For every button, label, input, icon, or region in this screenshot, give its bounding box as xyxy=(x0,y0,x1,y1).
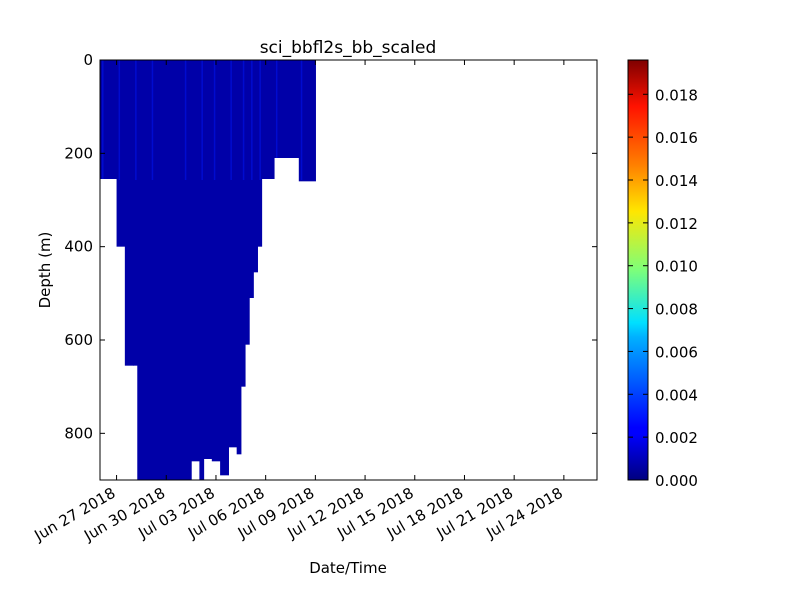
chart-title: sci_bbfl2s_bb_scaled xyxy=(260,38,437,58)
profile-streak xyxy=(118,60,121,180)
colorbar-tick-label: 0.006 xyxy=(655,343,698,361)
profile-column xyxy=(261,60,275,179)
colorbar-tick-label: 0.012 xyxy=(655,215,698,233)
colorbar-tick-label: 0.018 xyxy=(655,86,698,104)
profile-streak xyxy=(242,60,245,180)
profile-column xyxy=(108,60,118,179)
colorbar-tick-label: 0.014 xyxy=(655,172,698,190)
profile-column xyxy=(244,60,250,345)
profile-streak xyxy=(184,60,187,180)
profile-column xyxy=(124,60,134,366)
profile-column xyxy=(137,60,151,480)
colorbar-tick-label: 0.010 xyxy=(655,258,698,276)
profile-column xyxy=(116,60,126,247)
profile-column xyxy=(199,60,205,480)
data-layer xyxy=(100,60,316,480)
colorbar-ticks: 0.000 0.002 0.004 0.006 0.008 0.010 0.012 0.014… xyxy=(628,86,698,490)
colorbar-tick-label: 0.004 xyxy=(655,386,698,404)
profile-streak xyxy=(259,60,261,180)
colorbar-tick-label: 0.016 xyxy=(655,129,698,147)
y-tick-label: 600 xyxy=(64,331,93,349)
x-axis-label: Date/Time xyxy=(309,559,387,577)
profile-column xyxy=(228,60,238,448)
profile-streak xyxy=(230,60,232,180)
profile-column xyxy=(182,60,192,480)
profile-column xyxy=(100,60,109,179)
y-tick-label: 400 xyxy=(64,238,93,256)
profile-streak xyxy=(151,60,154,180)
colorbar-tick-label: 0.002 xyxy=(655,429,698,447)
profile-column xyxy=(149,60,167,480)
y-tick-label: 800 xyxy=(64,424,93,442)
profile-column xyxy=(191,60,200,462)
profile-streak xyxy=(135,60,137,180)
profile-streak xyxy=(102,60,104,179)
profile-streak xyxy=(213,60,216,180)
profile-streak xyxy=(300,60,303,180)
profile-column xyxy=(240,60,246,387)
profile-column xyxy=(236,60,242,455)
y-tick-label: 200 xyxy=(64,144,93,162)
profile-column xyxy=(253,60,258,273)
profile-column xyxy=(166,60,184,480)
profile-column xyxy=(211,60,221,462)
colorbar-tick-label: 0.000 xyxy=(655,472,698,490)
profile-column xyxy=(273,60,292,158)
profile-column xyxy=(220,60,229,476)
plot-frame xyxy=(99,59,598,481)
profile-streak xyxy=(251,60,253,180)
profile-column xyxy=(298,60,316,182)
profile-streak xyxy=(275,60,278,158)
y-axis-label: Depth (m) xyxy=(36,232,54,309)
colorbar-gradient xyxy=(627,59,649,481)
y-tick-label: 0 xyxy=(83,51,93,69)
profile-streak xyxy=(201,60,203,180)
colorbar: 0.000 0.002 0.004 0.006 0.008 0.010 0.012 0.014… xyxy=(627,59,698,490)
profile-column xyxy=(290,60,300,158)
profile-column xyxy=(203,60,213,459)
colorbar-tick-label: 0.008 xyxy=(655,301,698,319)
y-axis: 0 200 400 600 800 xyxy=(64,51,597,442)
profile-column xyxy=(133,60,138,366)
